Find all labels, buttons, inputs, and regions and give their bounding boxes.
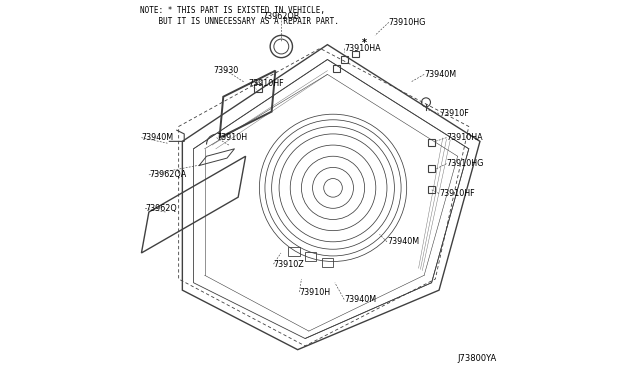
Bar bbox=[428, 165, 435, 172]
Text: 73930: 73930 bbox=[214, 66, 239, 75]
Text: 73940M: 73940M bbox=[344, 295, 376, 304]
Bar bbox=[322, 258, 333, 267]
Text: 73940M: 73940M bbox=[387, 237, 419, 246]
Bar bbox=[428, 139, 435, 146]
Text: 73910HA: 73910HA bbox=[344, 44, 381, 53]
Text: 73910H: 73910H bbox=[300, 288, 331, 296]
Text: 73940M: 73940M bbox=[141, 133, 173, 142]
Text: 73962Q: 73962Q bbox=[145, 204, 177, 213]
Text: 73910HA: 73910HA bbox=[447, 133, 483, 142]
Text: 73910H: 73910H bbox=[216, 133, 248, 142]
Bar bbox=[428, 186, 435, 193]
Text: 73962QA: 73962QA bbox=[149, 170, 186, 179]
Text: 73962QB: 73962QB bbox=[262, 12, 300, 21]
Bar bbox=[353, 51, 359, 57]
Bar bbox=[289, 247, 300, 256]
Bar bbox=[305, 252, 316, 261]
Text: 73910HG: 73910HG bbox=[389, 18, 426, 27]
Text: 73940M: 73940M bbox=[424, 70, 456, 79]
Text: BUT IT IS UNNECESSARY AS A REPAIR PART.: BUT IT IS UNNECESSARY AS A REPAIR PART. bbox=[140, 17, 339, 26]
Text: 73910HF: 73910HF bbox=[248, 79, 284, 88]
Text: J73800YA: J73800YA bbox=[458, 354, 497, 363]
Text: 73910F: 73910F bbox=[439, 109, 468, 118]
Text: 73910HG: 73910HG bbox=[447, 159, 484, 168]
Text: *: * bbox=[362, 38, 367, 48]
Text: 73910HF: 73910HF bbox=[439, 189, 475, 198]
Bar bbox=[341, 56, 348, 63]
Text: NOTE: * THIS PART IS EXISTED IN VEHICLE,: NOTE: * THIS PART IS EXISTED IN VEHICLE, bbox=[140, 6, 324, 15]
Bar bbox=[254, 84, 262, 92]
Bar bbox=[333, 65, 340, 72]
Text: 73910Z: 73910Z bbox=[273, 260, 304, 269]
